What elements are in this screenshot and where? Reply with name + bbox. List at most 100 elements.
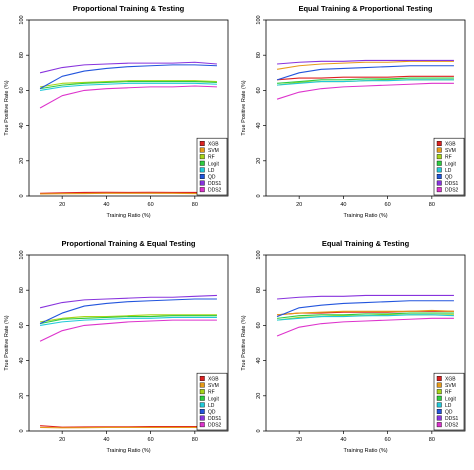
y-tick-label: 80 xyxy=(19,52,25,58)
series-line-qd xyxy=(39,298,217,325)
chart-panel-4: Equal Training & Testing 20 40 60 80 0 20 40 60 8… xyxy=(241,239,466,454)
legend-label-xgb: XGB xyxy=(445,142,456,148)
legend-swatch-logit xyxy=(436,160,442,166)
legend-label-rf: RF xyxy=(445,155,452,161)
legend-swatch-dds2 xyxy=(436,187,442,193)
chart-title: Proportional Training & Testing xyxy=(73,4,185,13)
y-tick-label: 40 xyxy=(256,358,262,364)
legend-label-qd: QD xyxy=(208,410,216,416)
y-axis-label: True Positive Rate (%) xyxy=(241,80,247,135)
legend-swatch-ld xyxy=(436,402,442,408)
x-axis-label: Training Ratio (%) xyxy=(106,448,150,454)
legend-swatch-logit xyxy=(436,395,442,401)
x-tick-label: 40 xyxy=(103,437,109,443)
legend-label-ld: LD xyxy=(445,168,452,174)
series-line-rf xyxy=(39,80,217,88)
legend-label-svm: SVM xyxy=(208,383,219,389)
legend-swatch-dds2 xyxy=(436,422,442,428)
legend-label-dds2: DDS2 xyxy=(445,423,459,429)
x-tick-label: 60 xyxy=(385,437,391,443)
x-axis-label: Training Ratio (%) xyxy=(343,213,387,219)
series-line-qd xyxy=(276,300,454,318)
y-tick-label: 40 xyxy=(256,123,262,129)
legend-swatch-xgb xyxy=(436,375,442,381)
series-line-xgb xyxy=(40,191,217,194)
series-line-logit xyxy=(276,312,454,319)
series-line-qd xyxy=(39,64,217,90)
legend-label-logit: Logit xyxy=(445,161,456,167)
legend-swatch-qd xyxy=(199,173,205,179)
legend-label-qd: QD xyxy=(208,175,216,181)
legend-swatch-logit xyxy=(199,160,205,166)
series-line-ld xyxy=(277,314,454,321)
legend-label-dds1: DDS1 xyxy=(208,181,222,187)
legend-swatch-ld xyxy=(436,167,442,173)
y-tick-label: 100 xyxy=(19,15,25,24)
series-line-logit xyxy=(39,81,217,90)
series-line-xgb xyxy=(40,425,217,428)
series-line-svm xyxy=(277,309,454,316)
legend-label-dds2: DDS2 xyxy=(208,188,222,194)
series-line-svm xyxy=(40,192,217,195)
legend-swatch-dds1 xyxy=(199,180,205,186)
legend-label-xgb: XGB xyxy=(208,142,219,148)
series-line-dds1 xyxy=(39,294,217,309)
legend-swatch-svm xyxy=(199,147,205,153)
legend-swatch-ld xyxy=(199,167,205,173)
legend-swatch-svm xyxy=(436,382,442,388)
legend-label-logit: Logit xyxy=(208,396,219,402)
legend-label-qd: QD xyxy=(445,410,453,416)
legend-swatch-xgb xyxy=(199,375,205,381)
x-tick-label: 80 xyxy=(192,437,198,443)
legend-label-logit: Logit xyxy=(208,161,219,167)
x-tick-label: 80 xyxy=(429,437,435,443)
legend-swatch-dds1 xyxy=(436,180,442,186)
chart-title: Equal Training & Testing xyxy=(322,239,410,248)
x-tick-label: 80 xyxy=(192,202,198,208)
legend-swatch-dds1 xyxy=(199,415,205,421)
y-tick-label: 80 xyxy=(256,52,262,58)
legend-label-rf: RF xyxy=(208,155,215,161)
y-tick-label: 40 xyxy=(19,358,25,364)
legend-label-svm: SVM xyxy=(445,148,456,154)
plot-frame xyxy=(265,254,466,432)
legend-label-rf: RF xyxy=(208,390,215,396)
chart-title: Proportional Training & Equal Testing xyxy=(61,239,195,248)
x-tick-label: 20 xyxy=(296,437,302,443)
y-tick-label: 60 xyxy=(19,87,25,93)
series-line-dds2 xyxy=(276,82,454,100)
chart-title: Equal Training & Proportional Testing xyxy=(298,4,432,13)
legend-swatch-dds2 xyxy=(199,422,205,428)
legend-label-svm: SVM xyxy=(208,148,219,154)
legend-swatch-qd xyxy=(199,408,205,414)
legend-box xyxy=(433,372,465,431)
legend-swatch-qd xyxy=(436,408,442,414)
legend-swatch-svm xyxy=(436,147,442,153)
x-tick-label: 40 xyxy=(103,202,109,208)
x-tick-label: 40 xyxy=(340,202,346,208)
x-tick-label: 60 xyxy=(148,437,154,443)
legend-label-logit: Logit xyxy=(445,396,456,402)
legend-label-dds2: DDS2 xyxy=(445,188,459,194)
chart-panel-3: Proportional Training & Equal Testing 20 4… xyxy=(4,239,229,454)
series-line-rf xyxy=(39,314,217,323)
chart-panel-1: Proportional Training & Testing 20 40 60 80 0… xyxy=(4,4,229,219)
legend-swatch-xgb xyxy=(199,140,205,146)
legend-swatch-logit xyxy=(199,395,205,401)
y-tick-label: 60 xyxy=(19,322,25,328)
x-tick-label: 20 xyxy=(59,437,65,443)
y-axis-label: True Positive Rate (%) xyxy=(4,315,10,370)
y-tick-label: 20 xyxy=(256,393,262,399)
series-line-dds2 xyxy=(39,319,217,342)
y-tick-label: 0 xyxy=(19,429,25,432)
y-tick-label: 20 xyxy=(19,393,25,399)
x-tick-label: 20 xyxy=(296,202,302,208)
legend-swatch-rf xyxy=(436,389,442,395)
x-tick-label: 80 xyxy=(429,202,435,208)
series-line-qd xyxy=(276,65,454,81)
plot-frame xyxy=(265,19,466,197)
